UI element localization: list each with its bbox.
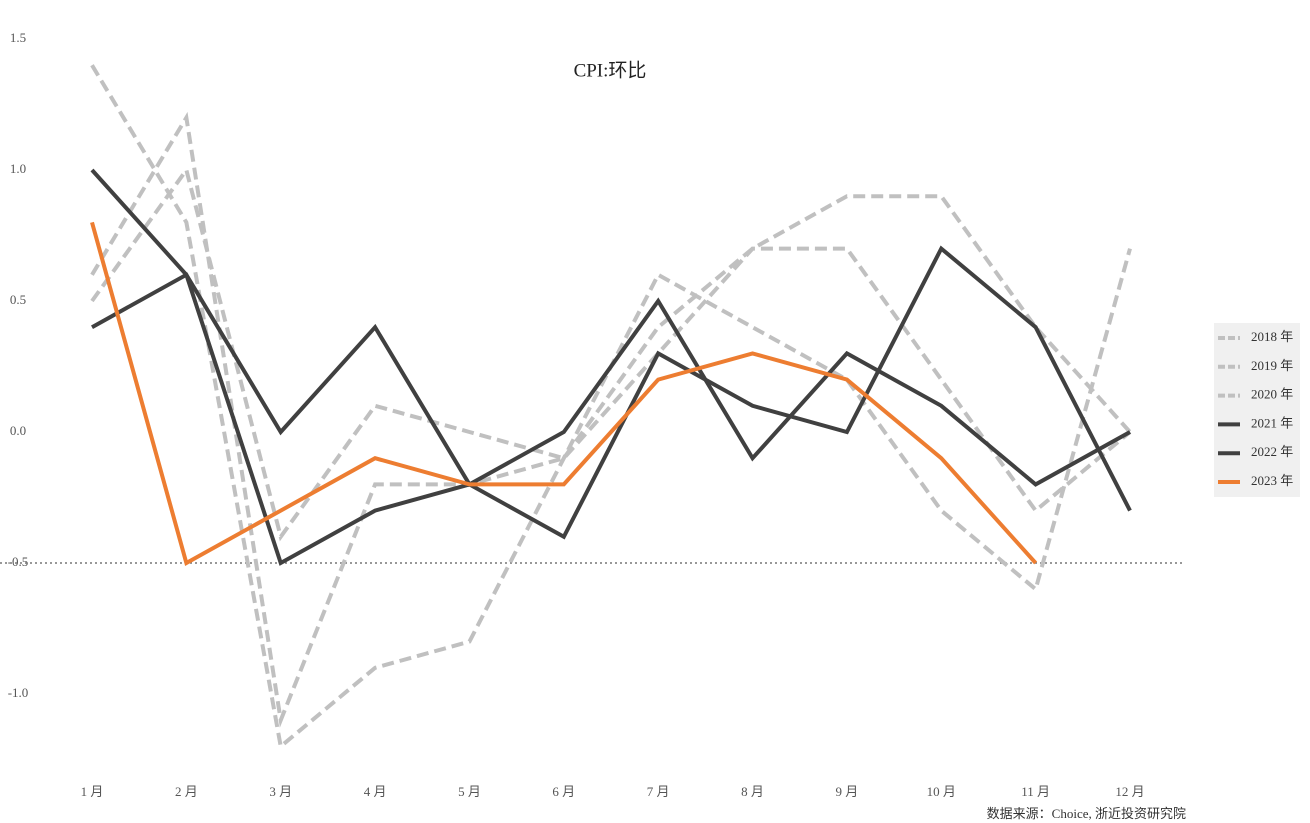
- legend-label: 2018 年: [1251, 329, 1293, 344]
- x-tick-label: 4 月: [364, 784, 387, 799]
- legend-label: 2022 年: [1251, 444, 1293, 459]
- y-tick-label: -0.5: [8, 554, 29, 569]
- x-tick-label: 11 月: [1021, 784, 1050, 799]
- y-tick-label: 0.5: [10, 292, 26, 307]
- chart-title: CPI:环比: [574, 59, 647, 81]
- x-tick-label: 2 月: [175, 784, 198, 799]
- y-tick-label: 0.0: [10, 423, 26, 438]
- x-tick-label: 10 月: [927, 784, 956, 799]
- x-tick-label: 1 月: [81, 784, 104, 799]
- y-tick-label: 1.0: [10, 161, 26, 176]
- legend-label: 2021 年: [1251, 415, 1293, 430]
- x-tick-label: 12 月: [1115, 784, 1144, 799]
- series-line: [90, 111, 1132, 728]
- series-line: [90, 221, 1038, 566]
- source-note: 数据来源：Choice, 浙近投资研究院: [987, 806, 1186, 821]
- x-tick-label: 3 月: [269, 784, 292, 799]
- x-tick-label: 6 月: [552, 784, 575, 799]
- legend-box: [1214, 323, 1300, 497]
- x-tick-label: 8 月: [741, 784, 764, 799]
- x-tick-label: 9 月: [836, 784, 859, 799]
- legend-label: 2023 年: [1251, 473, 1293, 488]
- legend-label: 2020 年: [1251, 387, 1293, 402]
- legend-label: 2019 年: [1251, 358, 1293, 373]
- y-tick-label: 1.5: [10, 30, 26, 45]
- y-tick-label: -1.0: [8, 685, 29, 700]
- series-line: [91, 272, 1131, 488]
- series-line: [90, 165, 1132, 542]
- series-line: [90, 168, 1132, 566]
- x-tick-label: 7 月: [647, 784, 670, 799]
- x-tick-label: 5 月: [458, 784, 481, 799]
